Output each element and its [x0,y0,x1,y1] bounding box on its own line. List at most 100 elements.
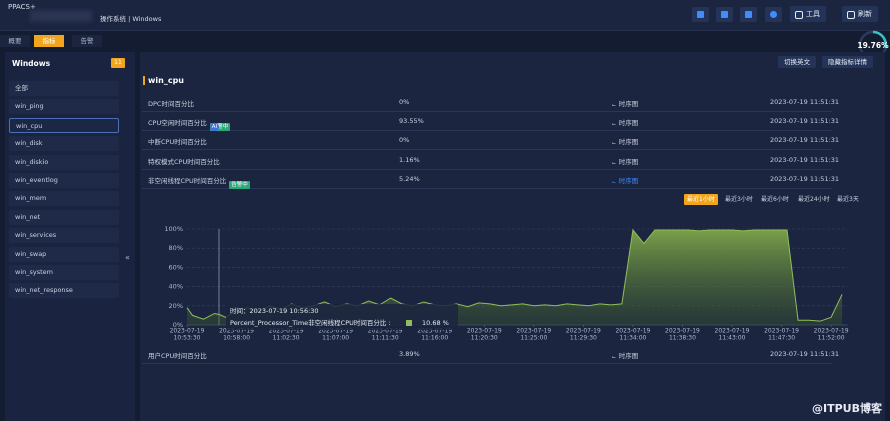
metric-name-text: 特权模式CPU时间百分比 [148,157,220,166]
sidebar-item[interactable]: win_diskio [9,154,119,170]
sidebar-item[interactable]: win_services [9,228,119,244]
metric-value: 0% [399,98,410,106]
metric-name-text: DPC时间百分比 [148,100,194,108]
metric-value: 1.16% [399,155,420,164]
x-tick-date: 2023-07-19 [269,328,304,335]
chart-link-text[interactable]: 时序图 [618,157,639,166]
sidebar-item[interactable]: win_swap [9,246,119,262]
chart-link-icon: ⨽ [612,119,616,128]
chart-link-text[interactable]: 时序图 [618,352,639,360]
x-tick-date: 2023-07-19 [566,328,601,335]
x-tick-time: 11:16:00 [421,335,448,342]
area [187,229,843,325]
chart-link-text[interactable]: 时序图 [618,138,639,147]
y-tick-label: 100% [164,225,183,233]
x-tick-date: 2023-07-19 [467,328,502,335]
x-tick-date: 2023-07-19 [417,328,452,335]
chart-link[interactable]: ⨽ 时序图 [612,156,638,167]
x-tick-date: 2023-07-19 [318,328,353,335]
icon-button[interactable] [765,7,782,22]
x-tick-time: 11:43:00 [719,335,746,342]
sidebar-item[interactable]: win_net_response [9,283,119,299]
sidebar-item[interactable]: win_cpu [9,117,119,133]
tag: 告警中 [229,180,250,189]
y-tick-label: 40% [169,283,183,291]
metric-time: 2023-07-19 11:51:31 [770,350,840,358]
tooltip-swatch [406,320,412,326]
tag: AI [209,123,220,132]
sidebar-item[interactable]: 全部 [9,81,119,96]
x-tick-time: 11:29:30 [570,335,597,342]
sidebar-title: Windows [12,59,51,68]
refresh-button[interactable]: 刷新 [842,6,878,22]
time-range-button[interactable]: 最近6小时 [761,196,789,203]
count-badge: 11 [111,58,125,68]
x-tick-time: 11:02:30 [273,335,300,342]
chart-link-text[interactable]: 时序图 [618,176,639,185]
sidebar-item[interactable]: win_disk [9,136,119,152]
x-tick-time: 11:52:00 [818,335,845,342]
time-range-button[interactable]: 最近3小时 [725,196,753,203]
metric-name-text: 中断CPU时间百分比 [148,138,207,147]
metric-name: 中断CPU时间百分比 [148,136,207,146]
x-tick-time: 11:25:00 [520,335,547,342]
chart-link-icon: ⨽ [612,100,616,108]
x-tick-date: 2023-07-19 [516,328,551,335]
sidebar-item[interactable]: win_net [9,209,119,225]
metric-row: 特权模式CPU时间百分比 1.16% ⨽ 时序图 2023-07-19 11:51:31 [142,150,839,170]
metric-time: 2023-07-19 11:51:31 [770,174,840,183]
chart-link[interactable]: ⨽ 时序图 [612,175,638,186]
app-name: PPACS+ [8,3,36,11]
action-button[interactable]: 隐藏指标详情 [822,56,873,68]
tab[interactable]: 概要 [0,35,30,47]
x-tick-date: 2023-07-19 [715,328,750,335]
sidebar-item[interactable]: win_ping [9,99,119,115]
y-tick-label: 60% [169,263,183,271]
metric-row: 非空闲线程CPU时间百分比 告警中 5.24% ⨽ 时序图 2023-07-19 11:5… [142,169,839,189]
icon-button[interactable] [716,7,733,22]
breadcrumb[interactable]: 操作系统 | Windows [100,15,162,23]
tooltip-label: Percent_Processor_Time非空闲线程CPU时间百分比 : [230,318,391,327]
metric-name: DPC时间百分比 [148,98,194,108]
chart-link[interactable]: ⨽ 时序图 [612,136,638,147]
metric-name-text: 用户CPU时间百分比 [148,352,207,360]
chart-link-text[interactable]: 时序图 [618,100,639,108]
metric-row: 中断CPU时间百分比 0% ⨽ 时序图 2023-07-19 11:51:31 [142,130,839,151]
x-tick-date: 2023-07-19 [764,328,799,335]
time-range-button[interactable]: 最近1小时 [684,194,718,205]
x-tick-time: 11:11:30 [372,335,399,342]
sidebar-item[interactable]: win_eventlog [9,173,119,188]
collapse-toggle[interactable]: « [125,253,130,262]
time-range-button[interactable]: 最近24小时 [798,196,830,203]
tag: 告警中 [209,123,231,132]
metric-time: 2023-07-19 11:51:31 [770,117,840,126]
sidebar-item[interactable]: win_mem [9,191,119,207]
tab[interactable]: 指标 [34,35,64,47]
sidebar-item[interactable]: win_system [9,265,119,280]
x-tick-time: 11:38:30 [669,335,696,342]
tooltip-value: 10.68 % [422,319,449,327]
chart-link[interactable]: ⨽ 时序图 [612,350,638,361]
x-tick-date: 2023-07-19 [219,328,254,335]
x-tick-time: 11:07:00 [322,335,349,342]
metric-value: 93.55% [399,117,424,126]
x-tick-date: 2023-07-19 [814,328,849,335]
x-tick-date: 2023-07-19 [170,328,205,335]
metric-name-text: 非空闲线程CPU时间百分比 [148,176,227,185]
icon-button[interactable] [740,7,757,22]
chart-link[interactable]: ⨽ 时序图 [612,117,638,128]
action-button[interactable]: 切换英文 [778,56,816,68]
metric-row: CPU空闲时间百分比 告警中 AI 93.55% ⨽ 时序图 2023-07-19 11:5… [142,111,839,132]
title-accent [143,76,145,85]
tab[interactable]: 告警 [72,35,102,47]
chart-link[interactable]: ⨽ 时序图 [612,98,638,109]
gauge-arc [872,30,888,49]
chart-link-text[interactable]: 时序图 [618,119,639,128]
icon-button[interactable] [692,7,709,22]
x-tick-time: 11:20:30 [471,335,498,342]
tools-button[interactable]: 工具 [790,6,826,22]
x-tick-date: 2023-07-19 [368,328,403,335]
time-range-button[interactable]: 最近3天 [837,196,859,203]
metric-name: CPU空闲时间百分比 告警中 AI [148,117,231,132]
